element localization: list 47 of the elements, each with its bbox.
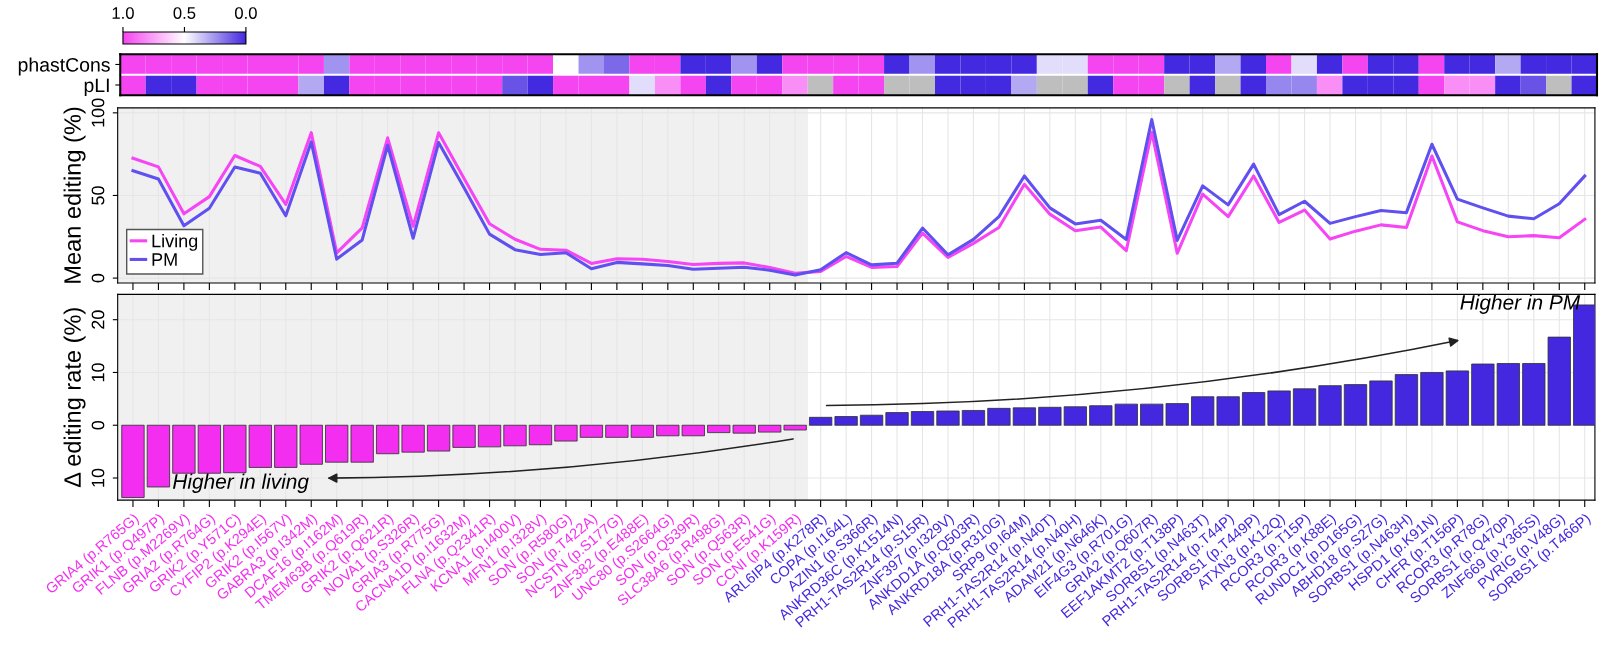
- bar: [426, 424, 451, 452]
- y-tick-label: 0: [91, 273, 105, 283]
- color-bar-label: 1.0: [112, 7, 134, 19]
- annotation: Higher in living: [172, 473, 309, 493]
- y-tick-label: 100: [91, 98, 105, 127]
- legend-label: PM: [152, 253, 177, 266]
- bar: [1318, 385, 1342, 426]
- bar: [197, 424, 221, 474]
- bar: [503, 424, 527, 447]
- bar: [1292, 388, 1317, 426]
- color-bar-label: 0.5: [173, 7, 196, 19]
- bar: [1369, 380, 1393, 426]
- y-tick-label: 0: [91, 420, 105, 430]
- annotation: Higher in PM: [1460, 294, 1581, 314]
- bar: [172, 424, 196, 474]
- bar: [477, 424, 502, 448]
- bar: [987, 407, 1011, 426]
- y-tick-label: 50: [91, 186, 105, 205]
- bar: [1343, 384, 1368, 426]
- bar: [809, 416, 833, 426]
- bar: [452, 424, 476, 448]
- y-tick-label: 10: [91, 363, 105, 382]
- bar: [1012, 407, 1037, 426]
- y-tick-label: 20: [91, 310, 105, 329]
- bar: [579, 424, 604, 438]
- bar: [961, 410, 986, 426]
- bar: [859, 414, 884, 426]
- bar: [1445, 370, 1470, 426]
- bar: [554, 424, 578, 442]
- y-axis-title: Mean editing (%): [63, 107, 86, 283]
- bar: [1394, 374, 1419, 426]
- y-tick-label: phastCons: [18, 57, 110, 76]
- bar: [885, 412, 909, 426]
- bar: [1242, 392, 1266, 426]
- y-tick-label: 10: [91, 468, 105, 487]
- bar: [528, 424, 553, 446]
- bar: [1420, 372, 1444, 426]
- y-axis-title: Δ editing rate (%): [63, 308, 86, 488]
- bar: [121, 424, 145, 498]
- bar: [910, 411, 935, 426]
- bar: [1267, 390, 1291, 426]
- legend-label: Living: [152, 234, 198, 251]
- y-tick-label: pLI: [84, 78, 109, 97]
- bar: [146, 424, 171, 488]
- bar: [936, 410, 960, 426]
- color-bar-label: 0.0: [234, 7, 257, 19]
- bar: [834, 416, 858, 426]
